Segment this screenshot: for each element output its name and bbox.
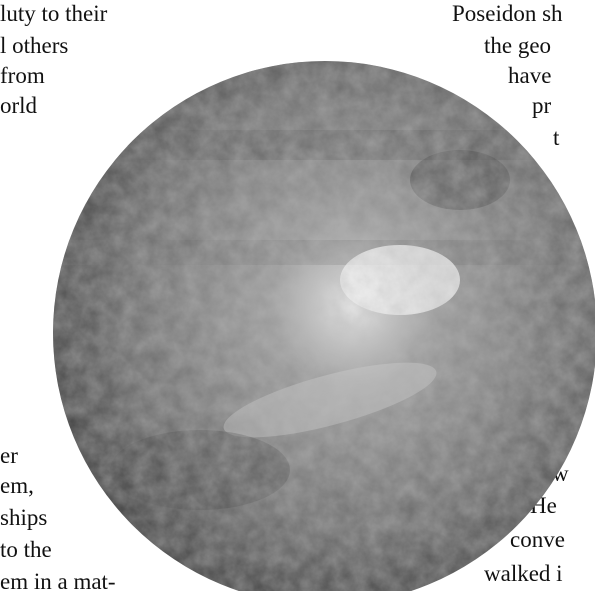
text-line: have <box>508 63 552 88</box>
text-line: l others <box>0 33 69 58</box>
text-line: em in a mat- <box>0 569 116 594</box>
text-line: ships <box>0 505 48 530</box>
text-line: orld <box>0 93 38 118</box>
planet-texture <box>53 61 595 591</box>
text-line: from <box>0 63 45 88</box>
text-line: the geo <box>484 33 552 58</box>
text-line: er <box>0 443 18 468</box>
text-line: t <box>553 125 560 150</box>
text-line: em, <box>0 473 34 498</box>
text-line: pr <box>532 93 552 118</box>
text-line: walked i <box>484 561 563 586</box>
text-line: Poseidon sh <box>452 1 563 26</box>
text-line: conve <box>510 527 565 552</box>
text-line: luty to their <box>0 1 108 26</box>
text-line: to the <box>0 537 52 562</box>
